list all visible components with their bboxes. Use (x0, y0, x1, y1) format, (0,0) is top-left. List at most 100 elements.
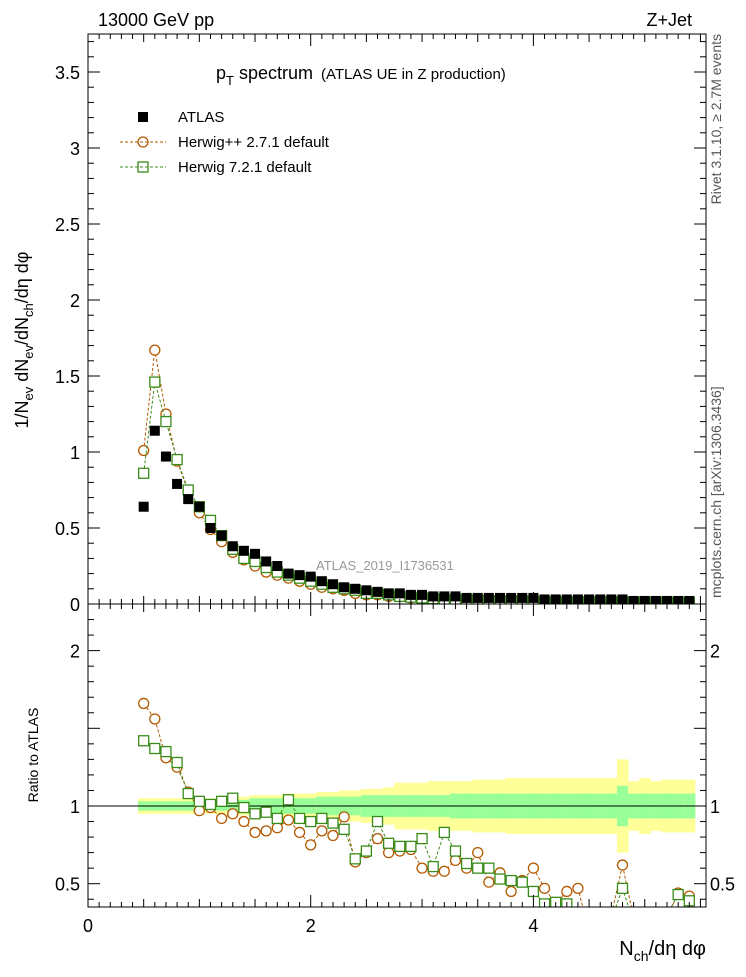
ratio-herwig7-point (349, 853, 361, 865)
ratio-y-tick-label-right: 0.5 (710, 875, 735, 895)
ratio-herwigpp-point (327, 829, 339, 842)
main-atlas-point (205, 523, 216, 533)
ratio-herwigpp-point (472, 846, 484, 859)
legend-label-herwig7: Herwig 7.2.1 default (178, 159, 312, 176)
ratio-herwig7-point (629, 918, 639, 928)
ratio-herwig7-point (616, 882, 629, 895)
main-panel-marks (138, 344, 695, 604)
ratio-herwig7-point (327, 817, 339, 829)
ratio-herwigpp-point (338, 811, 350, 823)
ratio-herwig7-point (160, 745, 172, 758)
ratio-herwigpp-point (561, 885, 573, 898)
ratio-herwig7-point (662, 910, 672, 920)
main-atlas-point (495, 592, 505, 603)
main-y-tick-label: 3 (70, 139, 80, 159)
ratio-herwigpp-point (595, 919, 605, 929)
ratio-y-axis-label: Ratio to ATLAS (25, 708, 41, 803)
ratio-herwig7-point (472, 862, 484, 874)
ratio-herwigpp-point (584, 927, 594, 937)
main-atlas-point (216, 530, 227, 541)
ratio-herwig7-point (651, 913, 661, 923)
ratio-herwig7-point (182, 787, 194, 800)
ratio-herwig7-point (405, 840, 417, 853)
ratio-herwigpp-point (416, 862, 428, 874)
main-atlas-point (305, 571, 316, 582)
ratio-y-tick-label-left: 2 (70, 642, 80, 662)
main-herwig7-point (171, 453, 183, 466)
ratio-herwigpp-point (538, 882, 551, 895)
ratio-herwig7-point (494, 873, 506, 885)
ratio-herwigpp-point (260, 825, 272, 837)
main-atlas-point (417, 589, 428, 600)
plot-title-note: (ATLAS UE in Z production) (321, 66, 506, 83)
main-y-tick-label: 0.5 (55, 519, 80, 539)
ratio-herwig7-point (527, 885, 540, 898)
ratio-herwigpp-point (382, 846, 395, 859)
ratio-herwigpp-point (238, 815, 250, 828)
main-y-tick-label: 2 (70, 291, 80, 311)
main-atlas-point (361, 585, 372, 596)
main-atlas-point (405, 589, 416, 600)
ratio-herwigpp-point (483, 876, 495, 888)
ratio-herwigpp-point (371, 832, 384, 845)
main-atlas-point (272, 561, 283, 571)
main-atlas-point (517, 592, 528, 603)
ratio-herwig7-point (138, 735, 150, 747)
ratio-herwig7-point (171, 756, 183, 769)
ratio-herwigpp-point (662, 913, 672, 923)
ratio-herwig7-point (260, 806, 272, 818)
ratio-y-tick-label-left: 0.5 (55, 875, 80, 895)
main-herwig7-point (160, 415, 172, 428)
ratio-herwig7-point (416, 832, 428, 845)
main-atlas-point (283, 568, 294, 579)
plot-title-sub: T (226, 73, 234, 88)
ratio-y-tick-label-right: 2 (710, 642, 720, 662)
ratio-herwigpp-point (640, 910, 650, 920)
ratio-herwig7-point (249, 808, 261, 820)
main-atlas-point (160, 451, 171, 462)
ratio-herwigpp-point (149, 713, 161, 725)
ratio-herwigpp-point (316, 825, 328, 837)
main-y-axis-label: 1/Nev dNev/dNch/dη dφ (12, 252, 36, 429)
plot-title-rest: spectrum (234, 63, 313, 83)
ratio-herwigpp-line (143, 703, 690, 907)
main-atlas-point (450, 591, 461, 602)
ratio-herwigpp-point (138, 697, 150, 710)
ratio-herwig7-point (427, 860, 439, 873)
x-axis-label: Nch/dη dφ (619, 938, 706, 964)
main-herwig7-point (182, 484, 194, 496)
ratio-herwig7-point (460, 857, 473, 870)
legend-label-atlas: ATLAS (178, 109, 224, 126)
main-atlas-point (327, 579, 338, 590)
header-left-label: 13000 GeV pp (98, 10, 214, 30)
main-atlas-point (394, 588, 405, 599)
ratio-herwig7-point (640, 918, 650, 928)
ratio-y-tick-label-right: 1 (710, 797, 720, 817)
ratio-herwigpp-point (193, 805, 206, 817)
main-atlas-point (372, 586, 383, 597)
ratio-herwig7-point (360, 845, 373, 857)
main-y-tick-label: 2.5 (55, 215, 80, 235)
ratio-herwig7-point (227, 792, 239, 804)
ratio-herwigpp-point (505, 885, 517, 898)
ratio-y-tick-label-left: 1 (70, 797, 80, 817)
ratio-herwigpp-point (606, 910, 616, 920)
ratio-herwigpp-point (282, 814, 295, 826)
plot-title-main: p (216, 63, 226, 83)
ratio-herwigpp-point (305, 839, 317, 851)
main-y-tick-label: 3.5 (55, 63, 80, 83)
ratio-herwig7-point (338, 823, 350, 835)
main-atlas-point (350, 583, 361, 594)
ratio-herwig7-point (193, 795, 206, 807)
ratio-herwig7-point (282, 794, 295, 806)
ratio-herwigpp-point (651, 918, 661, 928)
ratio-herwig7-point (584, 913, 594, 923)
main-atlas-point (172, 478, 183, 489)
ratio-herwig7-point (449, 845, 462, 857)
main-y-tick-label: 1.5 (55, 367, 80, 387)
main-atlas-point (294, 570, 305, 581)
x-tick-label: 2 (306, 916, 316, 936)
x-tick-label: 0 (83, 916, 93, 936)
main-atlas-point (138, 501, 149, 512)
ratio-herwig7-point (371, 815, 384, 828)
